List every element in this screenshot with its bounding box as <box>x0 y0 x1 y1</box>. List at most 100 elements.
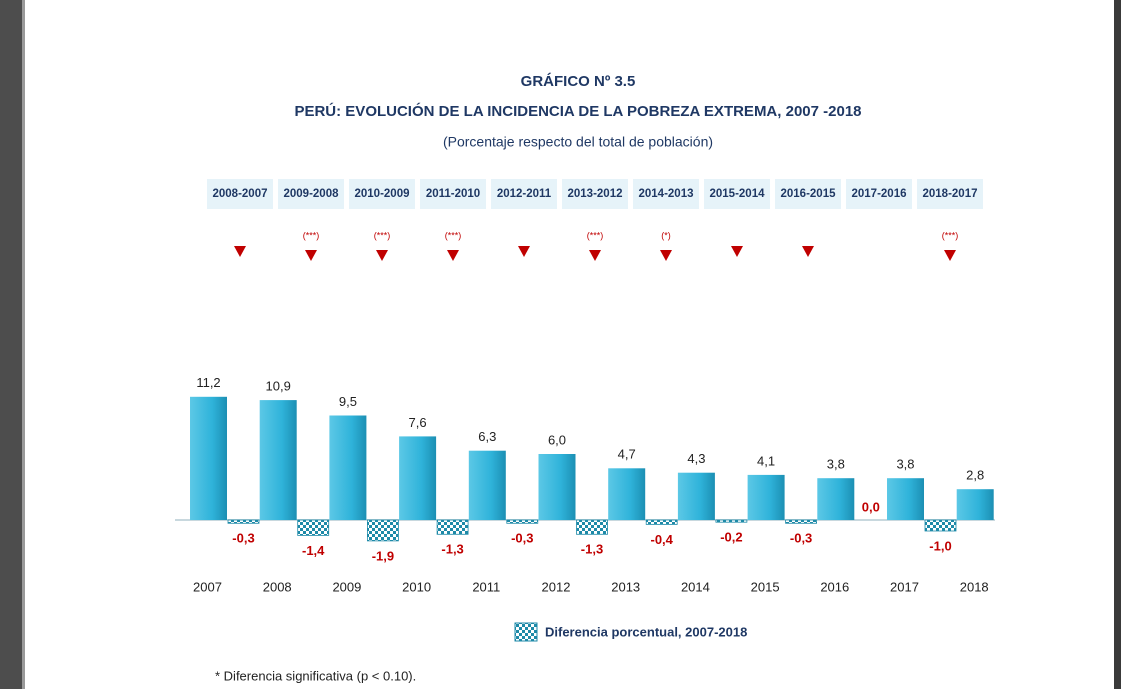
bar <box>956 489 994 520</box>
difference-label: -0,2 <box>720 530 742 545</box>
x-tick-label: 2014 <box>681 579 710 594</box>
x-tick-label: 2016 <box>820 579 849 594</box>
x-tick-label: 2012 <box>542 579 571 594</box>
difference-bar <box>436 519 469 535</box>
bar-value-label: 7,6 <box>409 415 427 430</box>
period-box <box>633 179 699 209</box>
decrease-arrow <box>518 246 530 257</box>
significance-mark: (*) <box>661 230 671 240</box>
chart-note: (Porcentaje respecto del total de poblac… <box>443 134 713 150</box>
period-box <box>846 179 912 209</box>
bar-value-label: 11,2 <box>196 375 220 390</box>
bar-value-label: 3,8 <box>896 457 914 472</box>
bar <box>190 396 227 520</box>
difference-label: -0,3 <box>511 531 533 546</box>
bar-value-label: 4,1 <box>757 453 775 468</box>
difference-bar <box>924 519 957 532</box>
difference-bar <box>785 519 817 524</box>
bar <box>399 436 437 520</box>
period-label: 2015-2014 <box>710 188 766 200</box>
x-tick-label: 2017 <box>890 579 919 594</box>
difference-label: -0,4 <box>650 532 673 547</box>
difference-label: -1,3 <box>581 542 603 557</box>
difference-label: -0,3 <box>232 531 254 546</box>
period-box <box>491 179 557 209</box>
x-tick-label: 2018 <box>960 579 989 594</box>
period-label: 2010-2009 <box>355 188 410 200</box>
bar-value-label: 10,9 <box>266 379 291 394</box>
x-tick-label: 2011 <box>472 579 500 594</box>
legend-label: Diferencia porcentual, 2007-2018 <box>545 624 747 639</box>
significance-mark: (***) <box>587 230 604 240</box>
difference-bar <box>366 519 399 542</box>
bar-value-label: 6,0 <box>548 432 566 447</box>
period-box <box>420 179 486 209</box>
x-tick-label: 2010 <box>402 579 431 594</box>
difference-bar <box>297 519 330 536</box>
period-box <box>207 179 273 209</box>
period-label: 2012-2011 <box>497 188 552 200</box>
bar <box>259 400 297 520</box>
x-tick-label: 2007 <box>193 579 222 594</box>
bar <box>329 415 367 520</box>
bar-value-label: 6,3 <box>478 429 496 444</box>
bar <box>887 478 924 520</box>
bar-value-label: 4,7 <box>618 447 636 462</box>
chart-subtitle: PERÚ: EVOLUCIÓN DE LA INCIDENCIA DE LA P… <box>294 102 861 120</box>
difference-bar <box>576 519 608 535</box>
period-box <box>562 179 628 209</box>
period-label: 2009-2008 <box>284 188 340 200</box>
period-box <box>917 179 983 209</box>
difference-bar <box>506 519 539 524</box>
period-label: 2013-2012 <box>568 188 623 200</box>
significance-mark: (***) <box>303 230 320 240</box>
bar <box>608 468 646 520</box>
x-tick-label: 2009 <box>332 579 361 594</box>
bar-value-label: 3,8 <box>827 457 845 472</box>
left-border <box>0 0 22 689</box>
x-tick-label: 2013 <box>611 579 640 594</box>
left-border-edge <box>22 0 25 689</box>
chart-title: GRÁFICO Nº 3.5 <box>521 73 636 90</box>
difference-label: -1,9 <box>372 548 394 563</box>
bar <box>817 478 855 520</box>
period-box <box>775 179 841 209</box>
decrease-arrow <box>944 250 956 261</box>
bar-value-label: 2,8 <box>966 468 984 483</box>
bar <box>747 474 785 520</box>
footnote: * Diferencia significativa (p < 0.10). <box>215 668 416 683</box>
bar <box>538 454 576 520</box>
period-label: 2011-2010 <box>426 188 480 200</box>
decrease-arrow <box>660 250 672 261</box>
difference-label: -0,3 <box>790 531 812 546</box>
period-box <box>349 179 415 209</box>
period-label: 2016-2015 <box>781 188 837 200</box>
period-label: 2014-2013 <box>639 188 694 200</box>
period-label: 2008-2007 <box>213 188 268 200</box>
bar-value-label: 4,3 <box>687 451 705 466</box>
period-box <box>278 179 344 209</box>
difference-bar <box>645 519 678 525</box>
decrease-arrow <box>376 250 388 261</box>
significance-mark: (***) <box>445 230 462 240</box>
decrease-arrow <box>305 250 317 261</box>
decrease-arrow <box>234 246 246 257</box>
decrease-arrow <box>589 250 601 261</box>
legend-swatch <box>514 622 538 642</box>
difference-label: -1,3 <box>441 542 463 557</box>
difference-bar <box>227 519 260 524</box>
period-box <box>704 179 770 209</box>
bar <box>677 472 715 520</box>
decrease-arrow <box>802 246 814 257</box>
significance-mark: (***) <box>942 230 959 240</box>
significance-mark: (***) <box>374 230 391 240</box>
difference-label: -1,4 <box>302 543 325 558</box>
bar-value-label: 9,5 <box>339 394 357 409</box>
difference-label: -1,0 <box>929 538 951 553</box>
x-tick-label: 2008 <box>263 579 292 594</box>
decrease-arrow <box>731 246 743 257</box>
difference-bar <box>715 519 748 523</box>
bar <box>468 450 506 520</box>
difference-label: 0,0 <box>862 499 880 514</box>
